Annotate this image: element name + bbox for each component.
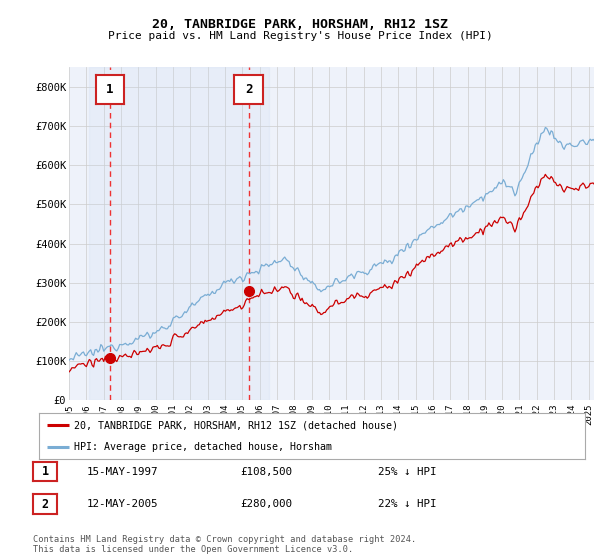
Text: 25% ↓ HPI: 25% ↓ HPI bbox=[378, 466, 437, 477]
Text: 2: 2 bbox=[41, 497, 49, 511]
Text: Price paid vs. HM Land Registry's House Price Index (HPI): Price paid vs. HM Land Registry's House … bbox=[107, 31, 493, 41]
Bar bbox=[89, 67, 269, 400]
Text: HPI: Average price, detached house, Horsham: HPI: Average price, detached house, Hors… bbox=[74, 442, 332, 452]
Text: 1: 1 bbox=[106, 83, 114, 96]
Text: 12-MAY-2005: 12-MAY-2005 bbox=[87, 499, 158, 509]
Text: 2: 2 bbox=[245, 83, 253, 96]
Text: 15-MAY-1997: 15-MAY-1997 bbox=[87, 466, 158, 477]
Text: 1: 1 bbox=[41, 465, 49, 478]
Text: Contains HM Land Registry data © Crown copyright and database right 2024.
This d: Contains HM Land Registry data © Crown c… bbox=[33, 535, 416, 554]
Text: 20, TANBRIDGE PARK, HORSHAM, RH12 1SZ: 20, TANBRIDGE PARK, HORSHAM, RH12 1SZ bbox=[152, 18, 448, 31]
Text: £108,500: £108,500 bbox=[240, 466, 292, 477]
Text: 22% ↓ HPI: 22% ↓ HPI bbox=[378, 499, 437, 509]
Text: 20, TANBRIDGE PARK, HORSHAM, RH12 1SZ (detached house): 20, TANBRIDGE PARK, HORSHAM, RH12 1SZ (d… bbox=[74, 420, 398, 430]
Text: £280,000: £280,000 bbox=[240, 499, 292, 509]
